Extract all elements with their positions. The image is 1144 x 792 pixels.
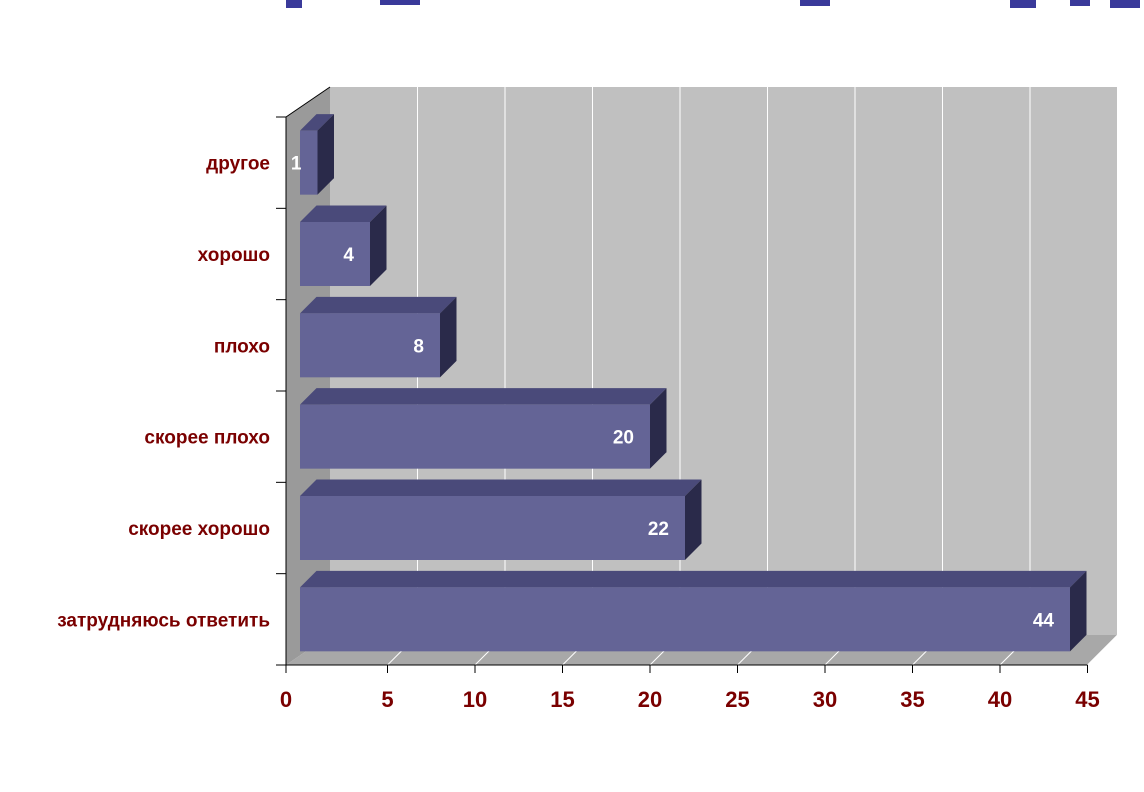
bar-top [300,296,457,314]
bar: 22 [300,479,702,560]
bar-front [300,404,650,469]
title-fragment-stroke [1070,0,1090,6]
x-tick-label: 15 [550,687,574,712]
bars: 1 4 8 20 22 44 [291,114,1087,652]
bar-side [685,479,702,560]
data-label: 22 [648,519,669,540]
bar-top [300,205,387,222]
category-labels: другое хорошо плохо скорее плохо скорее хоро… [57,154,270,632]
x-tick-label: 25 [725,687,749,712]
title-fragment-stroke [1110,0,1140,8]
x-tick-label: 10 [463,687,487,712]
bar-top [300,570,1087,588]
bar-front [300,496,685,560]
bar-side [650,388,667,469]
bar-top [300,479,702,496]
x-tick-label: 30 [813,687,837,712]
category-label: хорошо [198,245,270,266]
bar-side [1070,570,1087,652]
floor-gridline [1087,634,1118,666]
title-fragment-stroke [1010,0,1036,8]
axes [276,86,1088,673]
bar-front [300,587,1070,652]
x-tick-label: 5 [381,687,393,712]
bar: 20 [300,388,667,469]
bar-top [300,114,334,131]
x-tick-label: 0 [280,687,292,712]
bar: 4 [300,205,387,286]
bar-top [300,388,667,405]
y-axis-depth-line [285,86,331,118]
x-tick-label: 20 [638,687,662,712]
category-label: другое [206,154,270,175]
bar-front [300,130,318,195]
category-label: затрудняюсь ответить [57,610,270,631]
title-fragment-stroke [380,0,420,5]
data-label: 20 [613,428,634,449]
bar-front [300,222,370,286]
data-label: 8 [413,336,424,357]
x-tick-label: 40 [988,687,1012,712]
x-tick-label: 45 [1075,687,1099,712]
bar-side [440,296,457,378]
category-label: скорее плохо [144,428,270,449]
bar-side [370,205,387,286]
data-label: 4 [343,245,354,266]
bar: 8 [300,296,457,378]
title-fragment-cropped [286,0,1140,8]
data-label: 44 [1033,610,1055,631]
data-label: 1 [291,154,302,175]
bar: 44 [300,570,1087,652]
title-fragment-stroke [800,0,830,6]
x-tick-labels: 0 5 10 15 20 25 30 35 40 45 [280,687,1100,712]
category-label: скорее хорошо [128,519,270,540]
category-label: плохо [214,336,270,357]
title-fragment-stroke [286,0,302,8]
bar-front [300,313,440,378]
bar: 1 [291,114,334,195]
bar-side [317,114,334,195]
x-tick-label: 35 [900,687,924,712]
